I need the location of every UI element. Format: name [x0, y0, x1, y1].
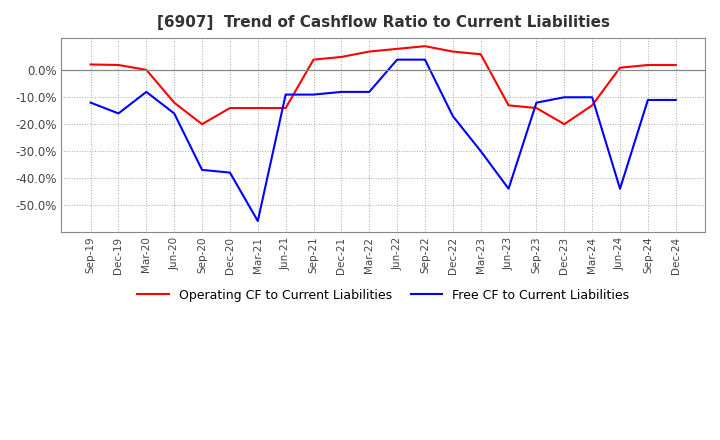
- Operating CF to Current Liabilities: [337, 54, 346, 59]
- Operating CF to Current Liabilities: [672, 62, 680, 68]
- Operating CF to Current Liabilities: [588, 103, 596, 108]
- Operating CF to Current Liabilities: [393, 46, 402, 51]
- Operating CF to Current Liabilities: [282, 106, 290, 111]
- Operating CF to Current Liabilities: [142, 67, 150, 73]
- Free CF to Current Liabilities: [588, 95, 596, 100]
- Line: Operating CF to Current Liabilities: Operating CF to Current Liabilities: [91, 46, 676, 124]
- Free CF to Current Liabilities: [532, 100, 541, 105]
- Free CF to Current Liabilities: [114, 111, 123, 116]
- Free CF to Current Liabilities: [420, 57, 429, 62]
- Free CF to Current Liabilities: [142, 89, 150, 95]
- Operating CF to Current Liabilities: [86, 62, 95, 67]
- Operating CF to Current Liabilities: [309, 57, 318, 62]
- Title: [6907]  Trend of Cashflow Ratio to Current Liabilities: [6907] Trend of Cashflow Ratio to Curren…: [157, 15, 610, 30]
- Operating CF to Current Liabilities: [532, 106, 541, 111]
- Operating CF to Current Liabilities: [504, 103, 513, 108]
- Line: Free CF to Current Liabilities: Free CF to Current Liabilities: [91, 60, 676, 221]
- Free CF to Current Liabilities: [393, 57, 402, 62]
- Operating CF to Current Liabilities: [114, 62, 123, 68]
- Operating CF to Current Liabilities: [560, 121, 569, 127]
- Free CF to Current Liabilities: [198, 167, 207, 172]
- Legend: Operating CF to Current Liabilities, Free CF to Current Liabilities: Operating CF to Current Liabilities, Fre…: [132, 284, 634, 307]
- Free CF to Current Liabilities: [644, 97, 652, 103]
- Free CF to Current Liabilities: [337, 89, 346, 95]
- Operating CF to Current Liabilities: [449, 49, 457, 54]
- Free CF to Current Liabilities: [477, 148, 485, 154]
- Free CF to Current Liabilities: [449, 114, 457, 119]
- Operating CF to Current Liabilities: [644, 62, 652, 68]
- Free CF to Current Liabilities: [616, 186, 624, 191]
- Free CF to Current Liabilities: [253, 218, 262, 224]
- Free CF to Current Liabilities: [170, 111, 179, 116]
- Free CF to Current Liabilities: [225, 170, 234, 175]
- Operating CF to Current Liabilities: [420, 44, 429, 49]
- Free CF to Current Liabilities: [365, 89, 374, 95]
- Operating CF to Current Liabilities: [253, 106, 262, 111]
- Free CF to Current Liabilities: [282, 92, 290, 97]
- Free CF to Current Liabilities: [309, 92, 318, 97]
- Operating CF to Current Liabilities: [616, 65, 624, 70]
- Free CF to Current Liabilities: [672, 97, 680, 103]
- Operating CF to Current Liabilities: [225, 106, 234, 111]
- Operating CF to Current Liabilities: [198, 121, 207, 127]
- Operating CF to Current Liabilities: [365, 49, 374, 54]
- Operating CF to Current Liabilities: [477, 51, 485, 57]
- Free CF to Current Liabilities: [560, 95, 569, 100]
- Free CF to Current Liabilities: [504, 186, 513, 191]
- Operating CF to Current Liabilities: [170, 100, 179, 105]
- Free CF to Current Liabilities: [86, 100, 95, 105]
